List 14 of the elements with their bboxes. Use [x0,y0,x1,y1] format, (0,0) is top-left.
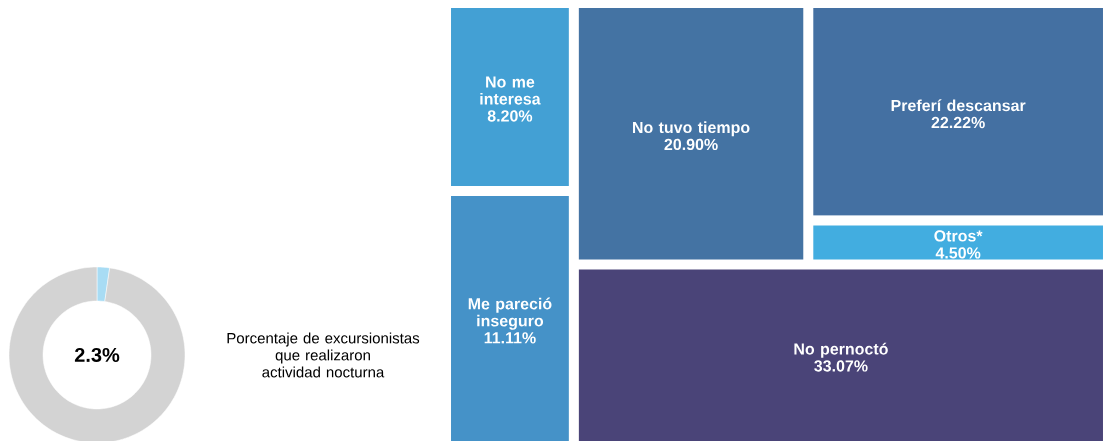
text: 2.3% [74,347,120,363]
category-label: No me interesa [480,76,541,105]
data-label: 22.22% [931,116,985,129]
data-label: 4.50% [935,247,981,259]
category-label: Otros* [934,230,983,242]
data-label: 11.11% [484,332,536,344]
data-label: 8.20% [487,110,533,122]
category-label: No tuvo tiempo [633,121,750,137]
category-label: Me pareció inseguro [468,297,552,330]
category-label: Preferí descansar [891,99,1026,112]
data-label: 20.90% [664,138,718,151]
text: Porcentaje de excursionistas que realizaron actividad nocturna [227,332,420,378]
data-label: 33.07% [814,360,868,372]
category-label: No pernoctó [794,342,888,358]
